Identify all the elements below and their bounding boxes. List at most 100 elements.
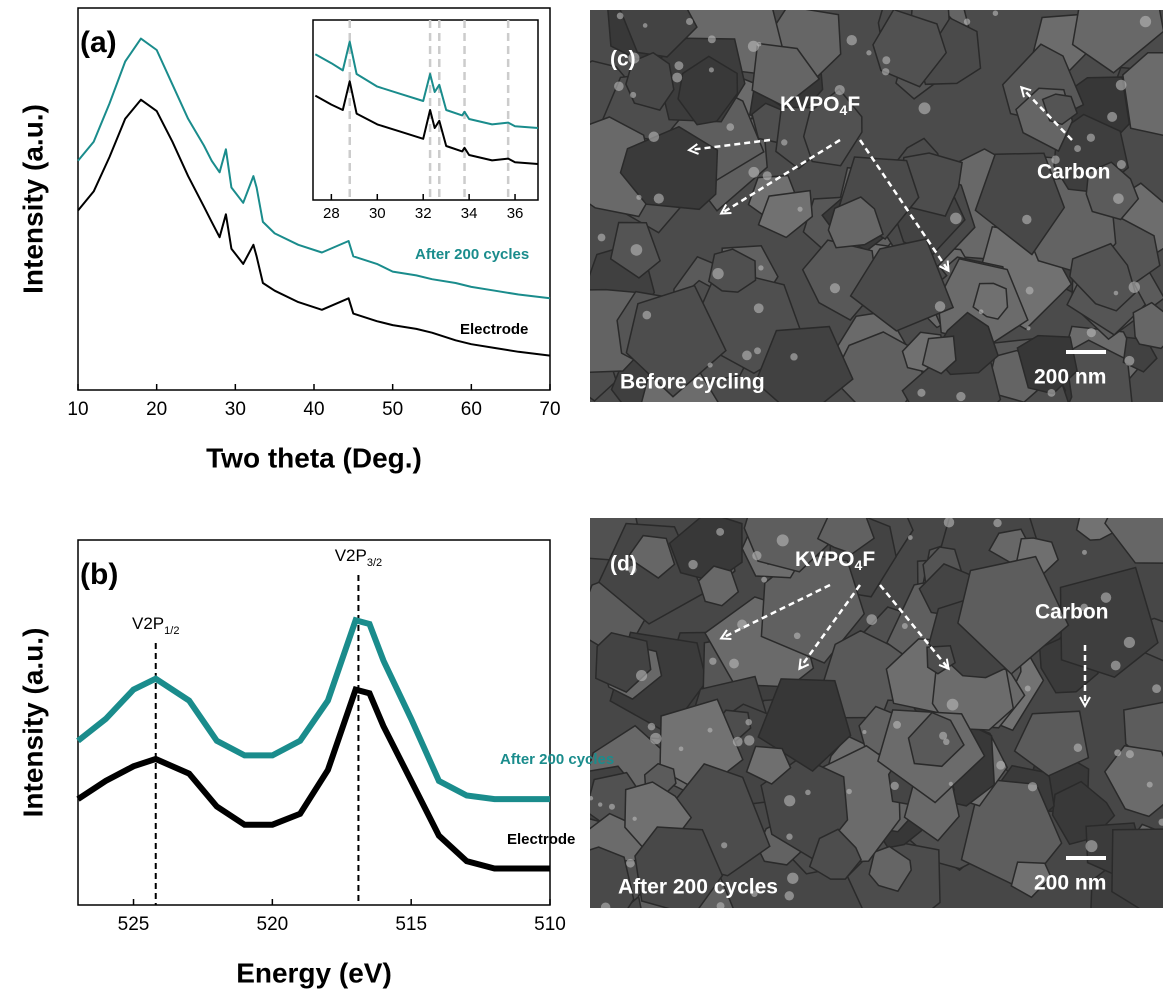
texture [993, 519, 1001, 527]
texture [708, 362, 713, 367]
texture [794, 632, 801, 639]
texture [979, 309, 984, 314]
texture [609, 804, 615, 810]
x-tick-label: 70 [539, 399, 560, 420]
carbon-label: Carbon [1035, 601, 1109, 624]
texture [717, 902, 725, 910]
x-tick-label: 515 [395, 914, 427, 935]
texture [1124, 637, 1135, 648]
texture [790, 353, 797, 360]
texture [679, 746, 684, 751]
texture [1086, 840, 1098, 852]
texture [862, 730, 866, 734]
texture [950, 213, 962, 225]
texture [935, 301, 945, 311]
texture [785, 891, 794, 900]
figure: 10203040506070After 200 cyclesElectrode(… [0, 0, 1165, 994]
texture [632, 817, 636, 821]
carbon-label: Carbon [1037, 161, 1111, 184]
texture [1114, 291, 1119, 296]
texture [1025, 685, 1031, 691]
texture [649, 132, 660, 143]
texture [893, 721, 901, 729]
texture [1082, 550, 1087, 555]
texture [781, 139, 787, 145]
texture [939, 732, 947, 740]
texture [674, 61, 683, 70]
texture [1074, 145, 1081, 152]
texture [866, 50, 871, 55]
texture [1114, 749, 1121, 756]
texture [748, 41, 759, 52]
material-subscript: 4 [855, 557, 863, 573]
texture [882, 68, 889, 75]
material-label: KVPO4F [795, 548, 875, 573]
texture [712, 268, 723, 279]
texture [777, 534, 789, 546]
texture [733, 737, 743, 747]
panel-label: (b) [80, 558, 118, 591]
texture [729, 659, 739, 669]
texture [748, 167, 759, 178]
legend-label: Electrode [507, 831, 575, 848]
texture [598, 802, 602, 806]
texture [636, 670, 647, 681]
texture [786, 834, 792, 840]
x-tick-label: 34 [461, 205, 478, 222]
texture [787, 873, 798, 884]
plot-frame [313, 20, 538, 200]
texture [614, 81, 624, 91]
scale-bar-label: 200 nm [1034, 872, 1106, 895]
x-tick-label: 36 [507, 205, 524, 222]
texture [672, 73, 682, 83]
texture [1074, 744, 1082, 752]
texture [1129, 281, 1140, 292]
annotation-subscript: 1/2 [164, 625, 179, 637]
texture [784, 795, 795, 806]
texture [891, 782, 899, 790]
legend-label: After 200 cycles [500, 751, 614, 768]
texture [996, 761, 1005, 770]
annotation-text: V2P [132, 614, 164, 633]
texture [716, 528, 724, 536]
texture [1126, 750, 1134, 758]
x-tick-label: 40 [303, 399, 324, 420]
texture [650, 733, 661, 744]
texture [754, 347, 761, 354]
texture [742, 351, 752, 361]
texture [1113, 193, 1124, 204]
texture [654, 193, 664, 203]
legend-label: Electrode [460, 321, 528, 338]
texture [866, 614, 877, 625]
texture [949, 782, 953, 786]
x-tick-label: 60 [461, 399, 482, 420]
texture [688, 560, 697, 569]
texture [993, 10, 998, 15]
material-label: KVPO4F [780, 93, 860, 118]
texture [882, 56, 890, 64]
texture [631, 244, 643, 256]
legend-label: After 200 cycles [415, 246, 529, 263]
texture [757, 42, 762, 47]
caption: Before cycling [620, 371, 765, 394]
panel-label: (a) [80, 26, 117, 59]
texture [846, 789, 851, 794]
texture [709, 658, 716, 665]
texture [1087, 134, 1095, 142]
x-tick-label: 520 [257, 914, 289, 935]
texture [686, 18, 693, 25]
texture [1111, 661, 1121, 671]
x-tick-label: 525 [118, 914, 150, 935]
annotation-text: V2P [335, 546, 367, 565]
texture [758, 265, 763, 270]
texture [947, 699, 959, 711]
texture [643, 23, 648, 28]
texture [709, 67, 714, 72]
texture [797, 207, 802, 212]
material-text: KVPO [780, 93, 840, 116]
x-tick-label: 50 [382, 399, 403, 420]
x-axis-title: Energy (eV) [236, 957, 392, 988]
material-text: KVPO [795, 548, 855, 571]
material-tail: F [862, 548, 875, 571]
texture [805, 790, 811, 796]
